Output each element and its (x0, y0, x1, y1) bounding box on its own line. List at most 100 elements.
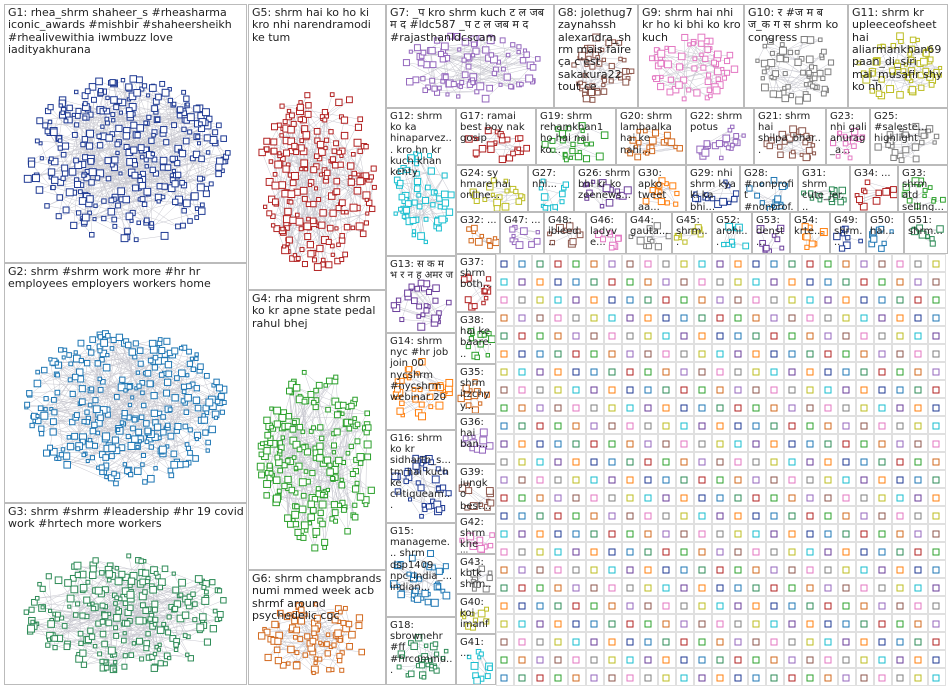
node (174, 422, 182, 431)
node (182, 199, 191, 208)
group-panel: G2: shrm #shrm work more #hr hr employee… (4, 263, 247, 503)
node (680, 368, 688, 376)
node (152, 354, 159, 361)
node (301, 369, 307, 375)
node (806, 440, 814, 448)
node (331, 642, 337, 648)
node (102, 432, 111, 441)
node (680, 674, 688, 682)
node (423, 303, 429, 308)
node (316, 454, 324, 462)
node (896, 584, 904, 592)
node (788, 278, 796, 286)
node (518, 476, 526, 484)
node (662, 332, 670, 340)
node (300, 521, 309, 530)
node (878, 530, 886, 538)
node (626, 620, 634, 628)
node (890, 42, 896, 49)
node (27, 624, 35, 633)
edge (417, 288, 439, 317)
node (572, 296, 580, 304)
node (84, 88, 91, 95)
node (622, 78, 630, 86)
node (806, 386, 814, 394)
node (56, 194, 63, 201)
node (355, 622, 363, 630)
node (97, 334, 104, 340)
node (299, 166, 304, 172)
node (176, 112, 183, 119)
node (842, 368, 850, 376)
node (166, 614, 172, 620)
node (260, 441, 265, 447)
node (283, 149, 291, 157)
node (285, 458, 291, 464)
node (292, 661, 301, 670)
node (321, 538, 329, 546)
node (209, 625, 217, 633)
node (414, 170, 420, 177)
node (289, 426, 297, 433)
node (39, 156, 44, 161)
node (842, 422, 850, 430)
node (348, 402, 355, 410)
node (62, 206, 70, 214)
node (914, 422, 922, 430)
node (788, 602, 796, 610)
node (500, 260, 508, 268)
node (702, 55, 709, 62)
node (220, 597, 227, 604)
node (433, 190, 438, 195)
node (554, 656, 562, 664)
node (697, 33, 706, 42)
edge (310, 394, 345, 511)
node (413, 151, 419, 157)
node (340, 131, 349, 140)
group-panel: G10: र #ज म ब ज_क ग स shrm ko congress (744, 4, 848, 108)
node (734, 476, 742, 484)
node (147, 357, 154, 364)
group-panel: G3: shrm #shrm #leadership #hr 19 covid … (4, 503, 247, 685)
node (698, 674, 706, 682)
node (605, 39, 613, 47)
node (324, 641, 330, 647)
node (337, 637, 343, 643)
node (734, 296, 742, 304)
node (110, 336, 117, 343)
node (536, 386, 544, 394)
node (82, 115, 88, 121)
node (680, 656, 688, 664)
node (500, 278, 508, 286)
edge (346, 423, 348, 532)
group-panel: G5: shrm hai ko ho ki kro nhi narendramo… (248, 4, 386, 290)
node (662, 530, 670, 538)
node (282, 244, 287, 249)
node (60, 175, 66, 181)
node (878, 458, 886, 466)
node (202, 108, 210, 117)
node (298, 505, 307, 514)
edge (144, 204, 179, 227)
node (572, 350, 580, 358)
node (662, 404, 670, 412)
edge (279, 622, 344, 636)
node (61, 623, 68, 629)
node (536, 512, 544, 520)
node (518, 530, 526, 538)
node (326, 468, 334, 476)
node (113, 660, 118, 665)
node (151, 606, 158, 613)
node (295, 217, 304, 226)
node (626, 404, 634, 412)
node (716, 422, 724, 430)
node (860, 70, 867, 76)
node (85, 142, 94, 150)
edge (313, 166, 317, 224)
node (311, 257, 318, 263)
node (824, 476, 832, 484)
node (824, 332, 832, 340)
node (63, 643, 71, 651)
node (824, 368, 832, 376)
edge (126, 146, 176, 203)
